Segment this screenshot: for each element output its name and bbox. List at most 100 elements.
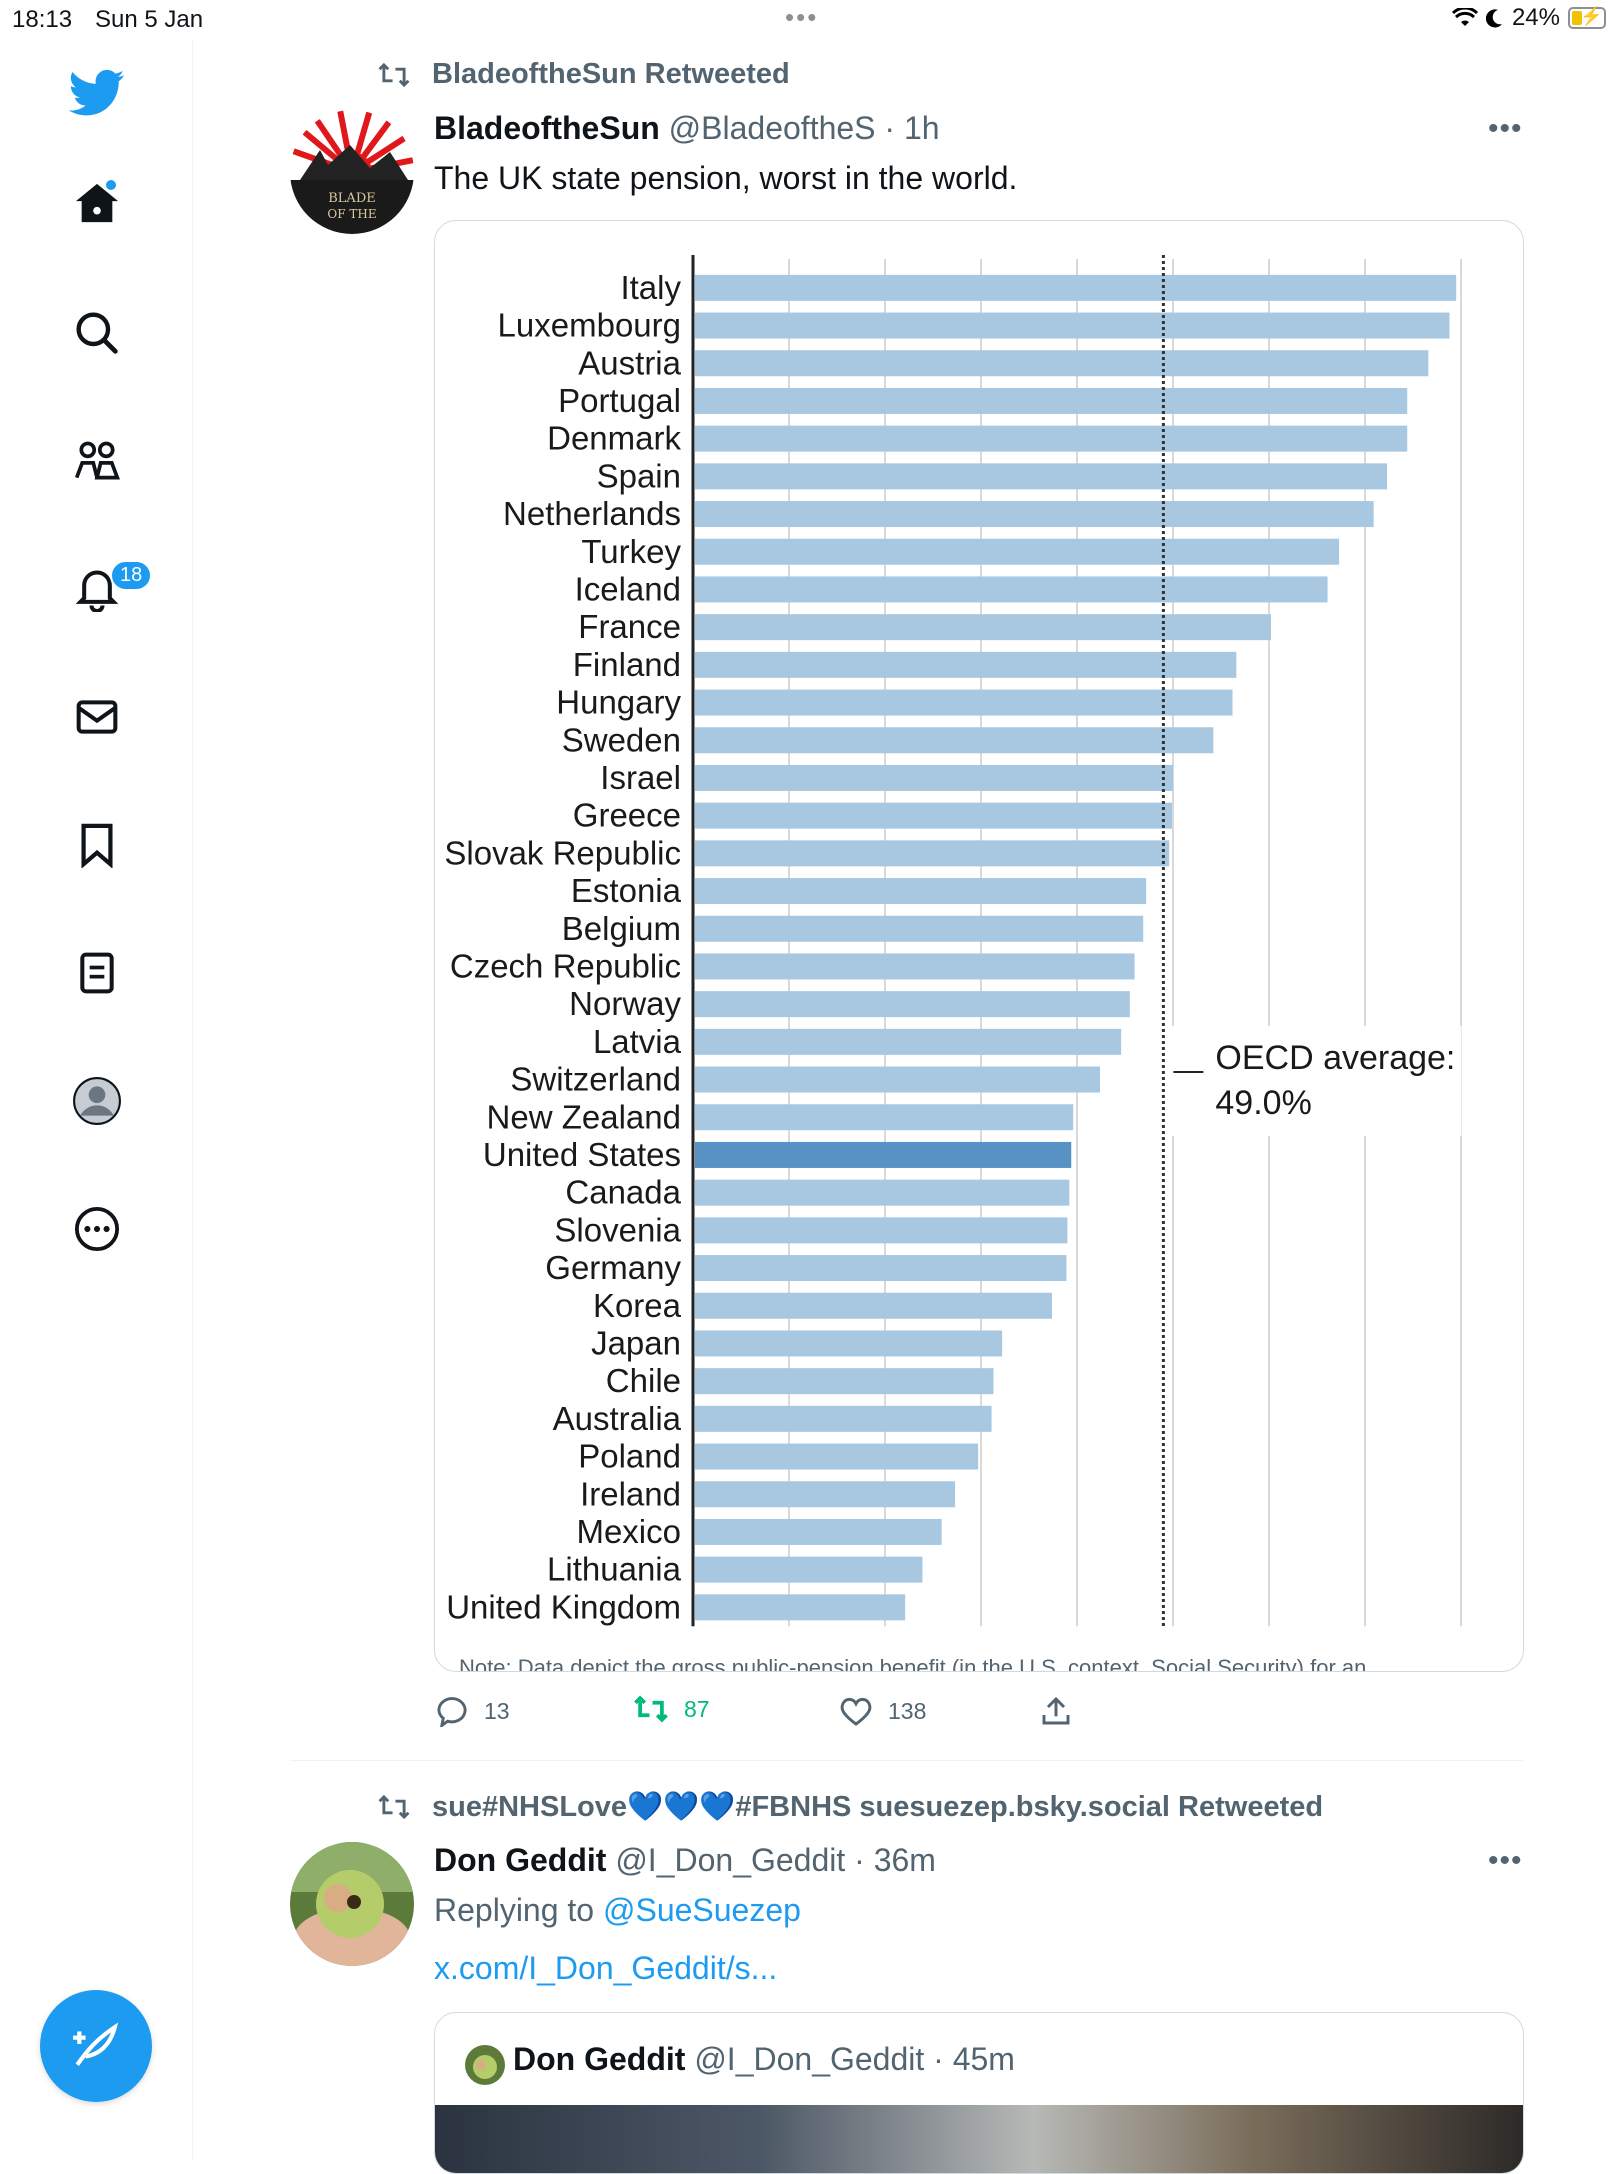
bar <box>695 727 1214 754</box>
category-label: Korea <box>593 1287 682 1324</box>
status-time: 18:13 <box>12 6 73 33</box>
reference-value-label: 49.0% <box>1215 1084 1311 1122</box>
category-label: Spain <box>597 457 681 494</box>
retweeted-by-text: BladeoftheSun Retweeted <box>432 58 790 90</box>
more-options-icon[interactable] <box>62 1194 132 1264</box>
twitter-logo-icon[interactable] <box>62 58 132 128</box>
category-label: Portugal <box>558 382 681 419</box>
bar <box>695 1255 1067 1282</box>
bar <box>695 538 1340 565</box>
retweet-context-2[interactable]: sue#NHSLove💙💙💙#FBNHS suesuezep.bsky.soci… <box>376 1790 1323 1824</box>
messages-envelope-icon[interactable] <box>62 682 132 752</box>
tweet-header: BladeoftheSun @BladeoftheS · 1h <box>434 110 940 147</box>
author-handle[interactable]: @BladeoftheS <box>668 110 876 146</box>
reply-action[interactable]: 13 <box>434 1695 510 1727</box>
quote-time: · 45m <box>933 2041 1015 2077</box>
category-label: Finland <box>573 646 681 683</box>
category-label: Canada <box>565 1174 681 1211</box>
tweet-more-icon-2[interactable]: ••• <box>1488 1844 1523 1877</box>
reply-count: 13 <box>484 1697 510 1724</box>
bar <box>695 651 1237 678</box>
author-handle[interactable]: @I_Don_Geddit <box>615 1842 846 1878</box>
status-date: Sun 5 Jan <box>95 6 204 33</box>
category-label: Japan <box>591 1324 681 1361</box>
home-icon[interactable] <box>62 168 132 238</box>
category-label: Austria <box>578 344 681 381</box>
chart-image[interactable]: Italy Luxembourg Austria Portugal Denmark Spa… <box>434 220 1524 1672</box>
explore-search-icon[interactable] <box>62 298 132 368</box>
category-label: Latvia <box>593 1023 682 1060</box>
multitasking-dots-icon[interactable]: ••• <box>785 2 819 32</box>
bar <box>695 614 1271 641</box>
tweet-text: The UK state pension, worst in the world… <box>434 160 1018 196</box>
bar <box>695 1368 994 1395</box>
bar <box>695 1028 1122 1055</box>
quoted-tweet[interactable]: Don Geddit @I_Don_Geddit · 45m <box>434 2012 1524 2174</box>
bar <box>695 1556 923 1583</box>
communities-icon[interactable] <box>62 426 132 496</box>
bar <box>695 1443 979 1470</box>
compose-tweet-button[interactable] <box>40 1990 152 2102</box>
replying-to-link[interactable]: @SueSuezep <box>602 1892 801 1928</box>
bar <box>695 1217 1068 1244</box>
quote-image[interactable] <box>435 2105 1523 2173</box>
home-unread-dot <box>106 180 116 190</box>
bar <box>695 1066 1101 1093</box>
retweet-context[interactable]: BladeoftheSun Retweeted <box>376 58 790 91</box>
category-label: United States <box>483 1136 681 1173</box>
category-label: Estonia <box>571 872 682 909</box>
profile-avatar-icon[interactable] <box>62 1066 132 1136</box>
category-label: Slovenia <box>554 1211 681 1248</box>
bar <box>695 387 1408 414</box>
like-action[interactable]: 138 <box>838 1695 926 1727</box>
tweet-time[interactable]: · 36m <box>854 1842 936 1878</box>
quote-author-name: Don Geddit <box>513 2041 686 2077</box>
tweet-link[interactable]: x.com/I_Don_Geddit/s... <box>434 1950 778 1986</box>
bar <box>695 1481 956 1508</box>
reference-label: OECD average: <box>1215 1039 1455 1077</box>
category-label: Hungary <box>556 684 681 721</box>
bar <box>695 274 1457 301</box>
bar <box>695 1594 906 1621</box>
reference-label-background <box>1171 1026 1462 1136</box>
retweet-action[interactable]: 87 <box>632 1695 710 1723</box>
category-label: France <box>578 608 681 645</box>
category-label: New Zealand <box>487 1098 681 1135</box>
category-label: Germany <box>545 1249 681 1286</box>
category-label: Denmark <box>547 420 681 457</box>
bookmarks-icon[interactable] <box>62 810 132 880</box>
author-name[interactable]: Don Geddit <box>434 1842 607 1878</box>
battery-percent: 24% <box>1511 4 1560 31</box>
category-label: Luxembourg <box>498 307 681 344</box>
bar <box>695 312 1450 339</box>
bar <box>695 991 1130 1018</box>
bar <box>695 689 1233 716</box>
bar <box>695 1141 1072 1168</box>
moon-icon <box>1485 9 1502 28</box>
bar <box>695 1518 942 1545</box>
share-action[interactable] <box>1040 1695 1072 1727</box>
author-name[interactable]: BladeoftheSun <box>434 110 660 146</box>
retweet-icon <box>634 1695 668 1723</box>
category-label: Israel <box>600 759 681 796</box>
quote-author-avatar <box>465 2045 505 2085</box>
category-label: Greece <box>573 797 681 834</box>
bar <box>695 1104 1074 1131</box>
status-bar: 18:13 Sun 5 Jan ••• 24% ⚡ <box>0 0 1620 40</box>
tweet-time[interactable]: · 1h <box>884 110 940 146</box>
compose-feather-icon <box>73 2022 119 2066</box>
bar <box>695 878 1147 905</box>
author-avatar-2[interactable] <box>290 1842 414 1966</box>
category-label: Poland <box>578 1438 681 1475</box>
svg-text:OF THE: OF THE <box>327 207 376 221</box>
category-label: Chile <box>606 1362 681 1399</box>
svg-text:BLADE: BLADE <box>328 191 376 206</box>
reply-icon <box>437 1697 467 1727</box>
bar <box>695 463 1388 490</box>
tweet-more-icon[interactable]: ••• <box>1488 112 1523 145</box>
category-label: Italy <box>620 269 681 306</box>
author-avatar[interactable]: BLADE OF THE <box>290 110 414 234</box>
lists-icon[interactable] <box>62 938 132 1008</box>
notifications-bell-icon[interactable]: 18 <box>62 554 153 624</box>
battery-icon: ⚡ <box>1568 6 1606 29</box>
